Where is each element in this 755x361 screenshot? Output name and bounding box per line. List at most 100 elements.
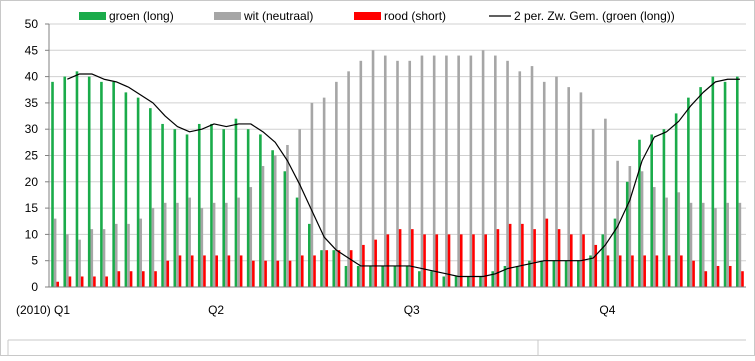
bar-groen — [63, 76, 67, 287]
bar-wit — [677, 192, 681, 287]
bar-groen — [687, 97, 690, 287]
bar-rood — [68, 276, 72, 287]
bar-groen — [430, 271, 433, 287]
bar-wit — [176, 202, 179, 287]
bar-wit — [628, 166, 632, 287]
x-tick-label: Q2 — [208, 303, 224, 317]
bar-rood — [533, 229, 536, 287]
bar-wit — [579, 92, 583, 287]
bar-wit — [78, 239, 81, 287]
bar-groen — [112, 81, 115, 287]
legend: groen (long) wit (neutraal) rood (short) 2 … — [79, 9, 675, 23]
bar-rood — [435, 234, 439, 287]
bar-groen — [601, 234, 605, 287]
chart-footer — [7, 339, 746, 356]
bar-groen — [638, 139, 641, 287]
y-tick-label: 35 — [25, 96, 39, 110]
bar-rood — [300, 255, 304, 287]
bar-wit — [139, 218, 143, 287]
bar-wit — [90, 229, 94, 287]
bar-rood — [105, 276, 108, 287]
bar-groen — [723, 81, 727, 287]
axes — [45, 23, 746, 288]
bar-rood — [447, 234, 451, 287]
bar-wit — [359, 60, 363, 287]
bar-wit — [322, 97, 326, 287]
bar-rood — [252, 260, 255, 287]
bar-groen — [185, 134, 189, 287]
bar-wit — [567, 87, 570, 288]
bar-rood — [423, 234, 426, 287]
bar-groen — [515, 265, 519, 287]
bar-wit — [591, 129, 595, 287]
bar-wit — [616, 160, 619, 287]
legend-label: 2 per. Zw. Gem. (groen (long)) — [514, 9, 675, 23]
bar-wit — [469, 55, 473, 288]
bar-wit — [481, 50, 485, 287]
bar-rood — [631, 255, 634, 287]
bar-wit — [530, 66, 534, 287]
y-tick-label: 20 — [25, 175, 39, 189]
bar-wit — [542, 81, 546, 287]
legend-label: rood (short) — [384, 9, 446, 23]
moving-average-line — [67, 73, 740, 278]
bar-groen — [454, 276, 458, 287]
bar-groen — [711, 76, 715, 287]
bar-rood — [117, 271, 121, 287]
bar-groen — [124, 92, 128, 287]
bar-groen — [577, 260, 580, 287]
legend-label: wit (neutraal) — [243, 9, 313, 23]
y-tick-label: 40 — [25, 70, 39, 84]
bar-rood — [349, 250, 353, 287]
bar-rood — [459, 234, 463, 287]
y-tick-label: 15 — [25, 201, 39, 215]
bar-groen — [356, 265, 360, 287]
x-tick-label: (2010) Q1 — [16, 303, 70, 317]
bar-wit — [310, 102, 314, 288]
bar-groen — [735, 76, 739, 287]
bar-rood — [313, 255, 316, 287]
bar-rood — [411, 229, 414, 287]
bar-groen — [344, 265, 348, 287]
bar-groen — [320, 250, 323, 287]
bar-groen — [136, 97, 140, 287]
bar-wit — [286, 144, 289, 287]
bar-rood — [337, 250, 341, 287]
bar-wit — [273, 155, 277, 287]
bar-groen — [393, 265, 397, 287]
bar-wit — [237, 197, 240, 287]
bar-groen — [149, 108, 152, 287]
bar-wit — [408, 60, 412, 287]
bar-groen — [589, 255, 592, 287]
bar-rood — [276, 260, 280, 287]
y-tick-label: 30 — [25, 122, 39, 136]
bar-wit — [555, 76, 558, 287]
bar-wit — [383, 55, 387, 288]
bar-rood — [545, 218, 549, 287]
bar-groen — [295, 197, 299, 287]
bar-rood — [692, 260, 695, 287]
bar-groen — [100, 81, 103, 287]
bar-wit — [212, 202, 216, 287]
bar-wit — [163, 202, 167, 287]
bar-rood — [618, 255, 622, 287]
bar-groen — [491, 271, 495, 287]
bar-rood — [239, 255, 243, 287]
bar-wit — [396, 60, 399, 287]
bar-wit — [640, 171, 644, 287]
bar-wit — [689, 202, 693, 287]
bar-groen — [75, 71, 79, 287]
x-tick-label: Q3 — [404, 303, 420, 317]
bar-rood — [386, 234, 390, 287]
bar-wit — [432, 55, 436, 288]
bar-groen — [442, 276, 446, 287]
bar-wit — [494, 55, 497, 288]
bar-wit — [726, 202, 729, 287]
bar-wit — [127, 223, 130, 287]
y-tick-label: 10 — [25, 227, 39, 241]
bar-groen — [405, 265, 409, 287]
bar-wit — [200, 208, 204, 287]
x-axis-tick-labels: (2010) Q1 Q2 Q3 Q4 — [16, 303, 616, 317]
